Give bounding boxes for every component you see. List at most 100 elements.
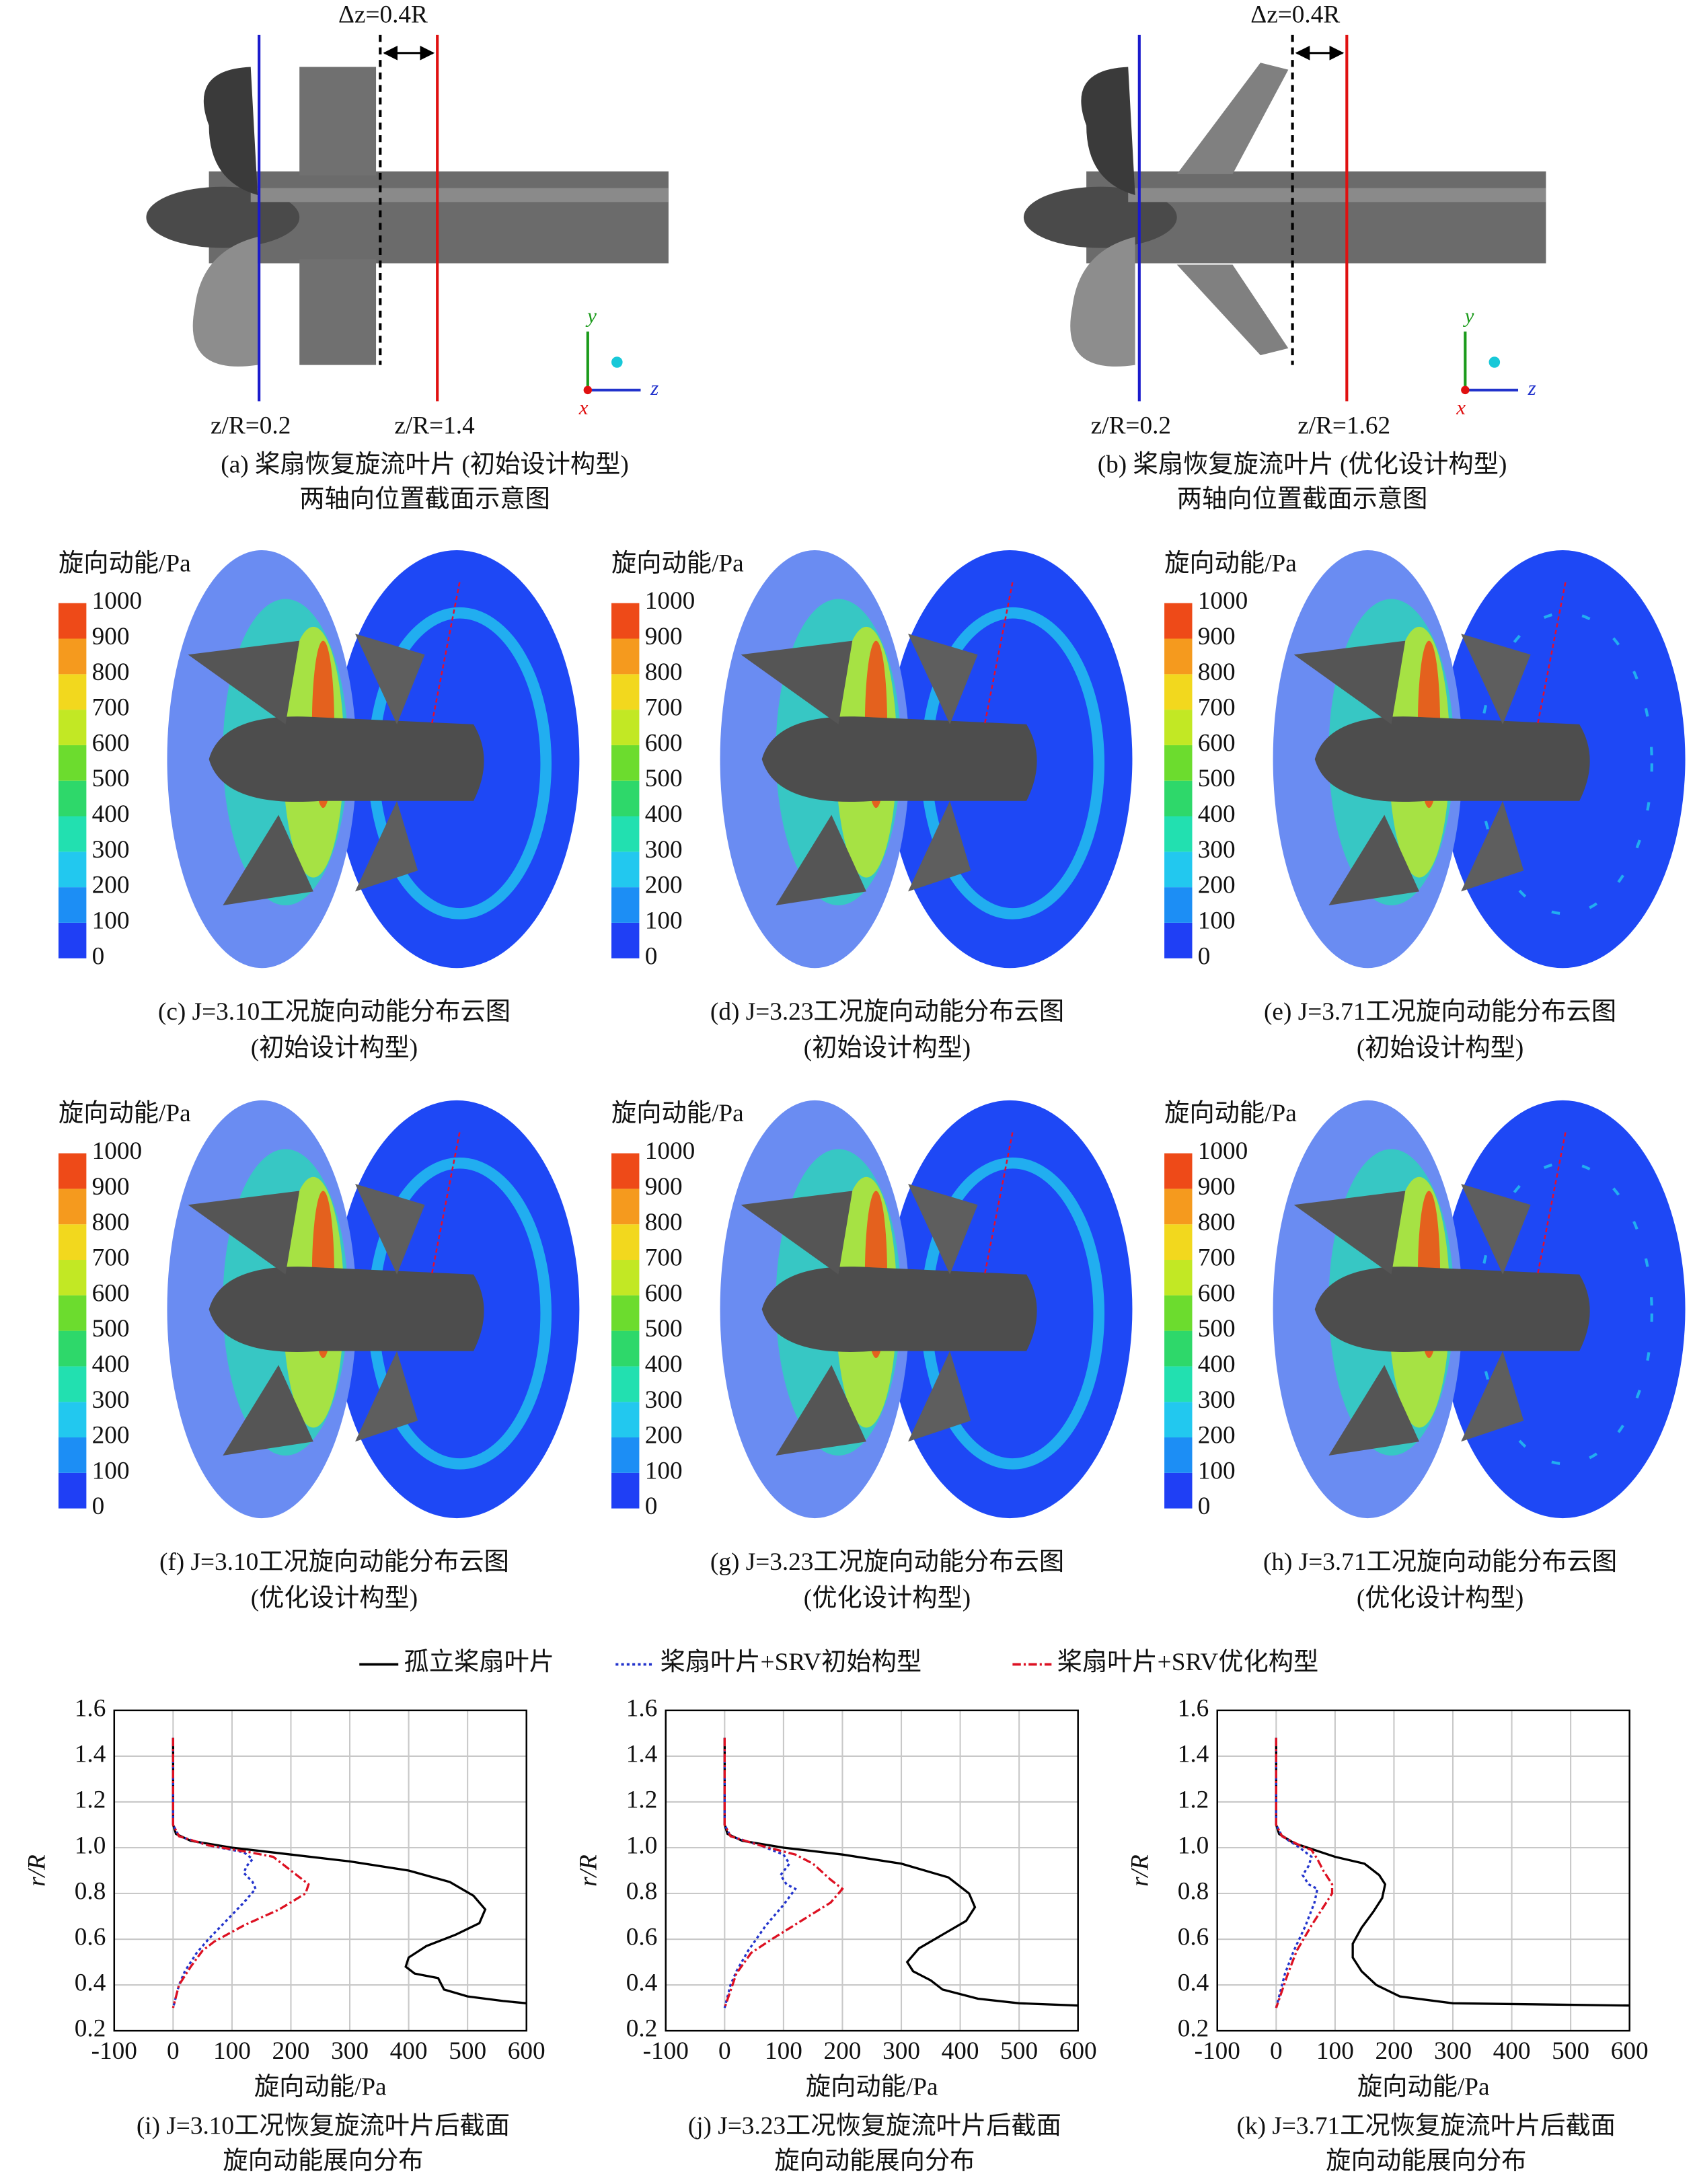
colorbar-tick-label: 200 bbox=[1198, 872, 1236, 899]
colorbar-segment bbox=[1164, 1472, 1193, 1509]
colorbar-tick-label: 0 bbox=[1198, 942, 1211, 970]
x-tick-label: 300 bbox=[331, 2037, 369, 2065]
colorbar-segment bbox=[1164, 887, 1193, 923]
colorbar-segment bbox=[58, 710, 87, 745]
x-tick-label: 400 bbox=[942, 2037, 979, 2065]
colorbar-segment bbox=[1164, 1437, 1193, 1473]
blade bbox=[223, 815, 313, 906]
caption: (e) J=3.71工况旋向动能分布云图 bbox=[1264, 997, 1616, 1026]
y-tick-label: 0.8 bbox=[1178, 1878, 1209, 1906]
probe-line bbox=[983, 582, 1014, 725]
legend-label: 桨扇叶片+SRV初始构型 bbox=[660, 1648, 921, 1676]
colorbar-segment bbox=[611, 816, 640, 852]
y-tick-label: 0.2 bbox=[1178, 2015, 1209, 2043]
y-tick-label: 1.6 bbox=[75, 1694, 106, 1722]
colorbar-tick-label: 600 bbox=[1198, 729, 1236, 757]
x-tick-label: 500 bbox=[1000, 2037, 1038, 2065]
colorbar-tick-label: 800 bbox=[645, 658, 683, 686]
colorbar-segment bbox=[1164, 816, 1193, 852]
y-axis-label: r/R bbox=[575, 1854, 603, 1887]
plot-frame bbox=[113, 1709, 527, 2032]
contour-ring bbox=[1477, 611, 1653, 915]
caption: (初始设计构型) bbox=[251, 1034, 418, 1062]
y-tick-label: 0.4 bbox=[75, 1969, 106, 1997]
blade bbox=[1461, 1184, 1531, 1275]
caption: (k) J=3.71工况恢复旋流叶片后截面 bbox=[1237, 2112, 1616, 2140]
caption: 两轴向位置截面示意图 bbox=[1177, 485, 1428, 513]
caption: (c) J=3.10工况旋向动能分布云图 bbox=[158, 997, 511, 1026]
colorbar-tick-label: 0 bbox=[92, 942, 105, 970]
colorbar-segment bbox=[58, 887, 87, 923]
colorbar-tick-label: 100 bbox=[1198, 907, 1236, 934]
axis-label: x bbox=[578, 396, 589, 419]
series-line bbox=[172, 1737, 310, 2008]
colorbar-segment bbox=[611, 1472, 640, 1509]
colorbar-tick-label: 400 bbox=[1198, 800, 1236, 828]
colorbar-segment bbox=[611, 710, 640, 745]
colorbar-segment bbox=[1164, 922, 1193, 958]
colorbar-segment bbox=[58, 1260, 87, 1295]
colorbar-segment bbox=[1164, 1295, 1193, 1331]
caption: (g) J=3.23工况旋向动能分布云图 bbox=[710, 1548, 1064, 1576]
caption: (i) J=3.10工况恢复旋流叶片后截面 bbox=[137, 2112, 510, 2140]
y-tick-label: 1.4 bbox=[75, 1740, 106, 1768]
colorbar-tick-label: 800 bbox=[645, 1209, 683, 1236]
colorbar-tick-label: 900 bbox=[645, 1173, 683, 1201]
colorbar-tick-label: 300 bbox=[92, 836, 130, 864]
blade bbox=[203, 67, 258, 195]
hub bbox=[761, 716, 1037, 802]
colorbar-segment bbox=[1164, 1153, 1193, 1189]
dz-label: Δz=0.4R bbox=[338, 1, 428, 28]
blade bbox=[741, 1191, 853, 1275]
colorbar-segment bbox=[611, 603, 640, 639]
colorbar-segment bbox=[58, 1295, 87, 1331]
blade bbox=[355, 1351, 418, 1442]
hub bbox=[761, 1267, 1037, 1352]
axis-label: x bbox=[1456, 396, 1466, 419]
hub bbox=[209, 1267, 484, 1352]
y-tick-label: 1.2 bbox=[626, 1786, 658, 1813]
colorbar-segment bbox=[611, 922, 640, 958]
colorbar-segment bbox=[611, 1153, 640, 1189]
colorbar-title: 旋向动能/Pa bbox=[611, 1099, 744, 1127]
caption: (d) J=3.23工况旋向动能分布云图 bbox=[710, 997, 1064, 1026]
srv-blade bbox=[299, 259, 377, 365]
colorbar-segment bbox=[1164, 1189, 1193, 1225]
x-tick-label: 500 bbox=[449, 2037, 486, 2065]
probe-line bbox=[430, 582, 461, 725]
colorbar-tick-label: 500 bbox=[645, 765, 683, 792]
series-line bbox=[1275, 1737, 1319, 2008]
colorbar-tick-label: 0 bbox=[92, 1493, 105, 1520]
y-tick-label: 1.4 bbox=[1178, 1740, 1209, 1768]
blade bbox=[776, 815, 866, 906]
colorbar-segment bbox=[58, 922, 87, 958]
colorbar-tick-label: 300 bbox=[645, 1386, 683, 1414]
caption: (f) J=3.10工况旋向动能分布云图 bbox=[159, 1548, 509, 1576]
colorbar-tick-label: 200 bbox=[1198, 1422, 1236, 1449]
plane-label: z/R=1.4 bbox=[394, 412, 475, 439]
colorbar-tick-label: 500 bbox=[645, 1315, 683, 1343]
colorbar-tick-label: 200 bbox=[92, 1422, 130, 1449]
x-tick-label: 400 bbox=[1493, 2037, 1531, 2065]
x-tick-label: 200 bbox=[272, 2037, 310, 2065]
blade bbox=[223, 1365, 313, 1456]
blade bbox=[188, 1191, 300, 1275]
blade bbox=[192, 237, 258, 367]
blade bbox=[1461, 1351, 1524, 1442]
x-tick-label: 600 bbox=[508, 2037, 545, 2065]
colorbar-tick-label: 900 bbox=[1198, 623, 1236, 650]
plane-label: z/R=0.2 bbox=[1091, 412, 1171, 439]
dz-label: Δz=0.4R bbox=[1250, 1, 1340, 28]
blade bbox=[355, 1184, 425, 1275]
colorbar-title: 旋向动能/Pa bbox=[611, 549, 744, 577]
colorbar-segment bbox=[611, 1224, 640, 1260]
caption: 旋向动能展向分布 bbox=[1326, 2146, 1526, 2175]
probe-line bbox=[430, 1132, 461, 1275]
colorbar-tick-label: 1000 bbox=[645, 587, 695, 615]
caption: (初始设计构型) bbox=[804, 1034, 971, 1062]
colorbar-segment bbox=[1164, 745, 1193, 781]
colorbar-segment bbox=[58, 745, 87, 781]
colorbar-tick-label: 500 bbox=[1198, 1315, 1236, 1343]
colorbar-tick-label: 200 bbox=[645, 1422, 683, 1449]
colorbar-tick-label: 100 bbox=[1198, 1457, 1236, 1484]
